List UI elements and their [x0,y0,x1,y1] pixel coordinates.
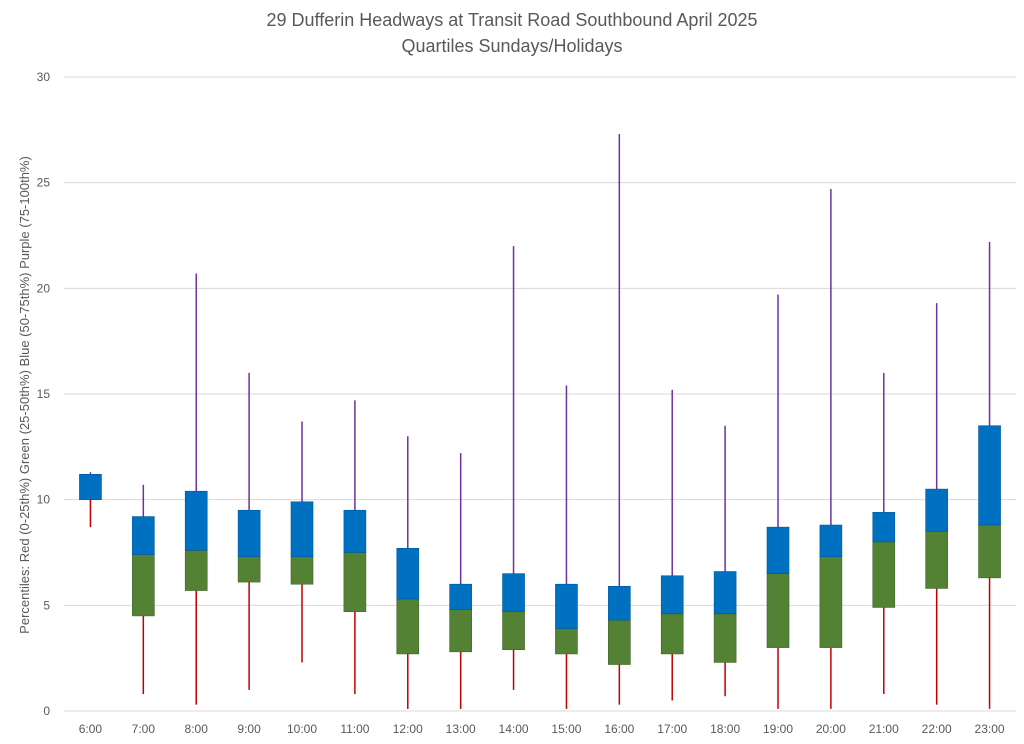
box-upper [766,526,790,574]
y-tick-label: 25 [37,176,51,190]
x-tick-label: 22:00 [922,722,952,736]
box-lower [660,613,684,655]
box-lower [608,619,631,665]
box-lower [925,531,948,589]
box-group [608,134,631,705]
y-tick-label: 5 [43,598,50,612]
box-group [766,294,790,709]
y-tick-label: 30 [37,70,51,84]
box-group [872,372,896,695]
y-ticks: 0 5 10 15 20 25 30 [37,70,51,718]
gridlines [64,76,1016,712]
box-lower [872,541,896,608]
x-tick-label: 10:00 [287,722,317,736]
x-tick-label: 13:00 [446,722,476,736]
box-upper [978,425,1001,526]
x-tick-label: 7:00 [132,722,156,736]
box-lower [502,611,525,651]
x-tick-label: 11:00 [340,722,369,736]
box-upper [713,571,737,615]
x-tick-label: 6:00 [79,722,103,736]
x-tick-label: 9:00 [237,722,261,736]
box-lower [819,556,843,648]
box-lower [978,524,1001,579]
x-tick-label: 8:00 [185,722,209,736]
box-group [343,400,367,695]
box-upper [449,583,472,610]
box-upper [184,490,208,551]
chart-title: 29 Dufferin Headways at Transit Road Sou… [267,10,758,30]
x-tick-label: 12:00 [393,722,423,736]
x-tick-label: 21:00 [869,722,899,736]
box-group [237,372,261,690]
box-lower [132,554,155,617]
x-tick-label: 15:00 [551,722,581,736]
box-lower [343,552,367,612]
box-group [184,273,208,705]
box-upper [555,583,578,629]
box-upper [343,509,367,553]
box-upper [819,524,843,558]
box-group [132,484,155,695]
y-tick-label: 20 [37,281,51,295]
x-tick-label: 18:00 [710,722,740,736]
box-group [396,436,420,709]
x-tick-label: 14:00 [499,722,529,736]
box-upper [79,474,102,500]
box-upper [925,488,948,532]
box-group [502,246,525,690]
x-tick-label: 17:00 [657,722,687,736]
boxes [79,134,1001,709]
box-group [819,189,843,709]
box-lower [184,550,208,591]
chart-subtitle: Quartiles Sundays/Holidays [401,36,622,56]
x-tick-label: 23:00 [975,722,1005,736]
box-lower [555,628,578,655]
x-tick-label: 16:00 [604,722,634,736]
box-group [79,472,102,528]
box-upper [396,547,420,600]
y-axis-label: Percentiles: Red (0-25th%) Green (25-50t… [17,156,32,634]
x-ticks: 6:00 7:00 8:00 9:00 10:00 11:00 12:00 13:00 14:0… [79,722,1005,736]
box-group [555,385,578,709]
box-group [978,241,1001,709]
box-group [925,303,948,705]
x-tick-label: 20:00 [816,722,846,736]
box-lower [766,573,790,648]
box-group [713,425,737,697]
box-upper [872,512,896,543]
x-tick-label: 19:00 [763,722,793,736]
box-lower [713,613,737,663]
box-upper [660,575,684,615]
y-tick-label: 0 [43,704,50,718]
box-upper [608,586,631,621]
y-tick-label: 15 [37,387,51,401]
box-group [660,389,684,701]
box-lower [396,598,420,655]
box-group [290,421,314,663]
box-lower [449,609,472,653]
box-group [449,453,472,709]
box-upper [290,501,314,558]
box-upper [132,516,155,555]
box-lower [290,556,314,585]
box-upper [502,573,525,612]
box-upper [237,509,261,558]
y-tick-label: 10 [37,493,51,507]
box-lower [237,556,261,583]
